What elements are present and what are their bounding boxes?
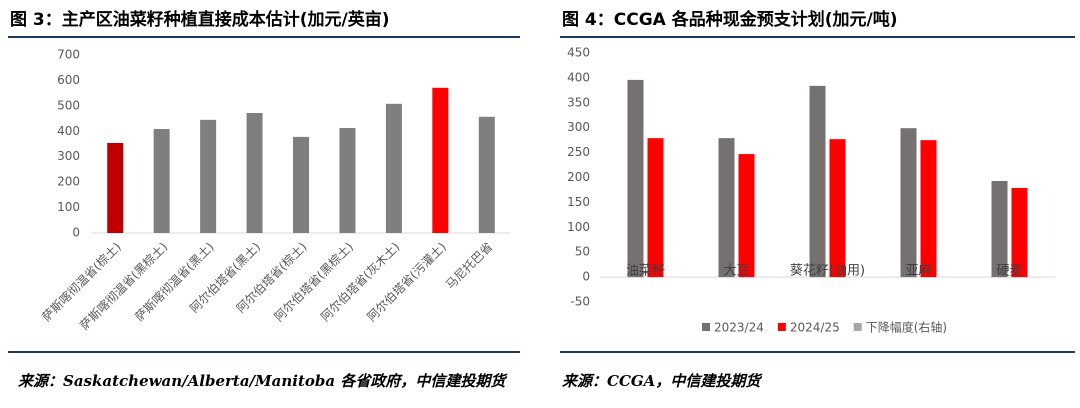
y-tick-label: 50 <box>575 245 590 259</box>
y-tick-label: 400 <box>57 124 80 138</box>
chart-title: 图 3：主产区油菜籽种植直接成本估计(加元/英亩) <box>10 9 390 30</box>
bar <box>153 128 170 233</box>
legend-swatch <box>777 323 786 331</box>
bar <box>293 136 309 233</box>
bar <box>647 138 664 278</box>
x-tick-label: 萨斯喀彻温省(黑土) <box>132 240 216 324</box>
x-tick-label: 阿尔伯塔省(污灌土) <box>364 239 449 324</box>
y-tick-label: 300 <box>567 120 590 134</box>
x-tick-label: 亚麻 <box>905 264 931 279</box>
bar <box>478 116 495 233</box>
bar <box>809 85 826 278</box>
x-tick-label: 马尼托巴省 <box>443 240 495 292</box>
y-tick-label: 400 <box>567 70 590 84</box>
source: 来源：Saskatchewan/Alberta/Manitoba 各省政府，中信… <box>18 372 508 390</box>
bar <box>920 140 937 278</box>
bar <box>900 128 917 278</box>
bar <box>339 127 356 233</box>
chart-title: 图 4：CCGA 各品种现金预支计划(加元/吨) <box>562 9 897 30</box>
source: 来源：CCGA，中信建投期货 <box>562 372 763 390</box>
bar <box>829 139 846 278</box>
bar <box>107 142 124 233</box>
legend-label: 下降幅度(右轴) <box>866 320 947 335</box>
x-tick-label: 硬麦 <box>996 264 1022 279</box>
y-tick-label: 200 <box>57 175 80 189</box>
x-tick-label: 阿尔伯塔省(黑棕土) <box>271 239 356 324</box>
y-tick-label: 250 <box>567 145 590 159</box>
x-tick-label: 萨斯喀彻温省(棕土) <box>39 239 124 324</box>
y-tick-label: 300 <box>57 149 80 163</box>
legend-label: 2024/25 <box>790 321 840 335</box>
y-tick-label: 500 <box>57 98 80 112</box>
bar <box>200 119 217 233</box>
bar <box>627 79 644 278</box>
bar <box>738 154 755 278</box>
y-tick-label: 200 <box>567 170 590 184</box>
y-tick-label: 600 <box>57 73 80 87</box>
legend-swatch <box>702 323 710 331</box>
y-tick-label: 0 <box>72 226 80 240</box>
y-tick-label: 450 <box>567 46 590 60</box>
x-tick-label: 萨斯喀彻温省(黑棕土) <box>77 239 171 333</box>
x-tick-label: 油菜籽 <box>626 264 665 279</box>
bar <box>385 103 402 233</box>
bar <box>246 112 263 233</box>
bar <box>718 138 735 278</box>
bar <box>1011 187 1028 278</box>
bar <box>432 87 449 233</box>
legend-swatch <box>853 323 862 331</box>
x-tick-label: 大豆 <box>723 264 749 279</box>
y-tick-label: 150 <box>567 195 590 209</box>
bar <box>991 180 1008 278</box>
x-tick-label: 阿尔伯塔省(灰木土) <box>317 239 402 324</box>
y-tick-label: 700 <box>57 48 80 62</box>
y-tick-label: 350 <box>567 95 590 109</box>
legend-label: 2023/24 <box>714 321 764 335</box>
y-tick-label: -50 <box>570 295 590 309</box>
y-tick-label: 100 <box>567 220 590 234</box>
y-tick-label: 100 <box>57 200 80 214</box>
y-tick-label: 0 <box>582 270 590 284</box>
x-tick-label: 葵花籽(油用) <box>790 263 865 279</box>
